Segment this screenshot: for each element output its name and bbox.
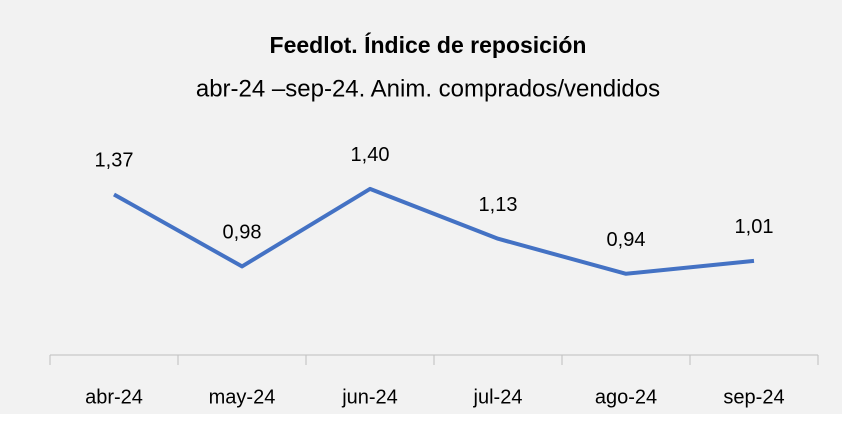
data-label: 1,37 bbox=[95, 150, 134, 172]
x-tick-label: ago-24 bbox=[595, 386, 657, 408]
chart-title: Feedlot. Índice de reposición bbox=[270, 31, 587, 58]
chart-subtitle: abr-24 –sep-24. Anim. comprados/vendidos bbox=[196, 75, 660, 102]
data-label: 0,94 bbox=[607, 229, 646, 251]
series-line bbox=[113, 186, 755, 276]
data-label: 1,01 bbox=[735, 216, 774, 238]
data-label: 1,13 bbox=[479, 194, 518, 216]
x-tick-label: jul-24 bbox=[473, 386, 523, 408]
x-tick-label: jun-24 bbox=[341, 386, 398, 408]
data-label: 1,40 bbox=[351, 144, 390, 166]
x-tick-label: sep-24 bbox=[723, 386, 784, 408]
x-tick-label: abr-24 bbox=[85, 386, 143, 408]
data-label: 0,98 bbox=[223, 222, 262, 244]
x-tick-label: may-24 bbox=[209, 386, 276, 408]
